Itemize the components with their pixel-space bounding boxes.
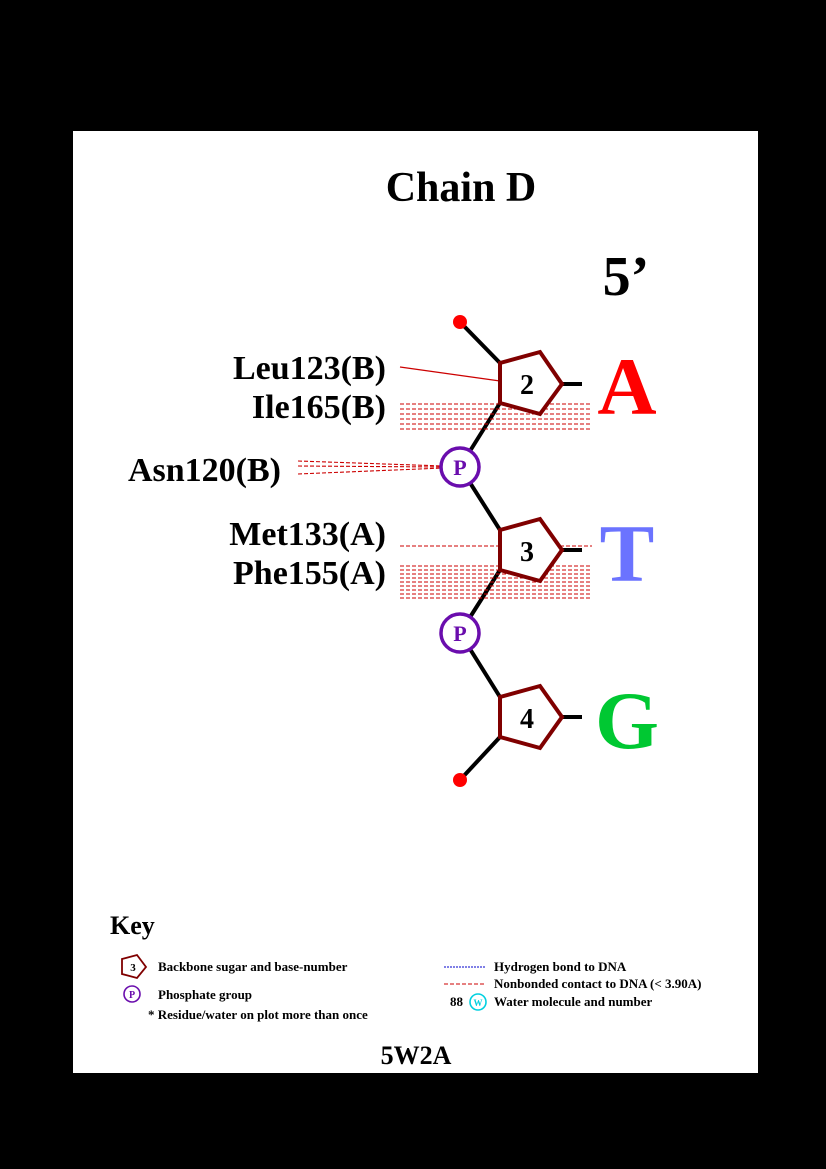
sugar-key-icon [121,953,148,980]
residue-number: 4 [520,704,534,735]
phosphate-group: P [439,446,481,488]
residue-label-ile165: Ile165(B) [252,389,386,426]
residue-label-phe155: Phe155(A) [233,555,386,592]
sugar-pentagon [498,349,565,417]
contact-line-leu123 [399,366,501,382]
residue-label-met133: Met133(A) [229,516,386,553]
pdb-code: 5W2A [381,1041,452,1070]
base-letter-t: T [600,508,655,599]
sugar-residue-4: 4 [498,683,565,751]
residue-label-asn120: Asn120(B) [128,452,281,489]
key-hbond-desc: Hydrogen bond to DNA [494,959,627,974]
key-water-number: 88 [450,994,464,1009]
phosphate-label: P [453,455,466,480]
key-phosphate-desc: Phosphate group [158,987,252,1002]
residue-label-leu123: Leu123(B) [233,350,386,387]
key-legend: Key 3 Backbone sugar and base-number P P… [110,911,701,1022]
residue-number: 3 [520,537,534,568]
phosphate-group: P [439,612,481,654]
contact-lines-ile165 [400,403,592,430]
backbone-bond [458,735,502,782]
plot-panel [73,131,758,1073]
water-key-label: W [474,998,483,1008]
sugar-residue-3: 3 [498,516,565,584]
sugar-pentagon [498,683,565,751]
contact-lines-phe155 [400,565,592,599]
residue-number: 2 [520,370,534,401]
phosphate-key-icon [123,985,141,1003]
sugar-pentagon [498,516,565,584]
backbone-bond [458,320,502,365]
key-sugar-desc: Backbone sugar and base-number [158,959,348,974]
key-water-desc: Water molecule and number [494,994,653,1009]
contact-lines-asn120 [297,460,444,475]
water-key-icon [469,993,487,1011]
base-letter-a: A [597,341,656,432]
terminal-atom [453,315,467,329]
five-prime-label: 5’ [603,246,650,308]
chain-title: Chain D [386,165,537,211]
phosphate-key-label: P [129,990,135,1001]
terminal-atom [453,773,467,787]
key-heading: Key [110,911,155,940]
residue-labels: Leu123(B) Ile165(B) Asn120(B) Met133(A) … [128,350,386,592]
key-nonbonded-desc: Nonbonded contact to DNA (< 3.90A) [494,976,701,991]
key-multi-note: * Residue/water on plot more than once [148,1007,368,1022]
sugar-key-number: 3 [130,962,136,974]
contacts [297,366,592,599]
base-letter-g: G [595,675,659,766]
sugar-residue-2: 2 [498,349,565,417]
phosphate-label: P [453,621,466,646]
